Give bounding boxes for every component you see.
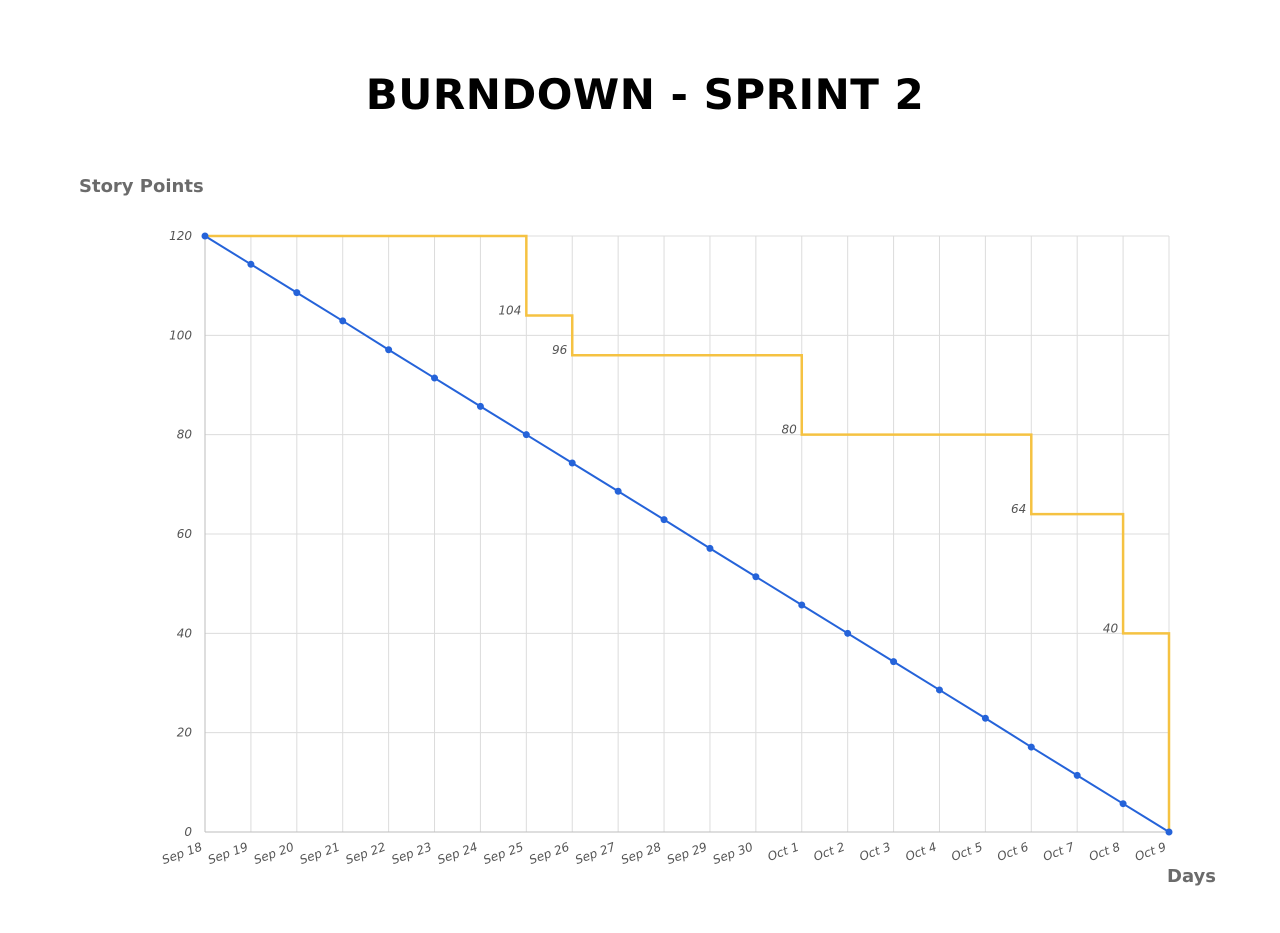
ideal-point bbox=[201, 232, 209, 240]
x-tick-label: Sep 25 bbox=[481, 840, 525, 867]
x-tick-label: Sep 21 bbox=[298, 840, 342, 867]
data-label: 80 bbox=[781, 423, 797, 437]
ideal-point bbox=[247, 260, 255, 268]
x-tick-label: Sep 22 bbox=[344, 840, 388, 867]
x-tick-label: Oct 8 bbox=[1087, 840, 1122, 864]
x-tick-label: Sep 28 bbox=[619, 840, 663, 868]
x-tick-label: Sep 23 bbox=[390, 840, 434, 867]
ideal-point bbox=[706, 544, 714, 552]
x-tick-label: Oct 1 bbox=[766, 840, 801, 864]
y-tick-label: 120 bbox=[169, 229, 192, 243]
ideal-point bbox=[293, 289, 301, 297]
y-tick-label: 60 bbox=[177, 527, 193, 541]
y-tick-label: 80 bbox=[177, 428, 193, 442]
data-label: 96 bbox=[552, 343, 568, 357]
ideal-point bbox=[844, 629, 852, 637]
y-tick-label: 20 bbox=[177, 726, 193, 740]
ideal-point bbox=[798, 601, 806, 609]
x-tick-label: Oct 6 bbox=[995, 840, 1030, 864]
ideal-point bbox=[981, 714, 989, 722]
x-tick-label: Sep 29 bbox=[665, 840, 709, 867]
x-tick-label: Sep 20 bbox=[252, 840, 296, 868]
ideal-point bbox=[385, 346, 393, 354]
ideal-point bbox=[1027, 743, 1035, 751]
y-tick-label: 40 bbox=[177, 626, 193, 640]
x-tick-label: Sep 19 bbox=[206, 840, 250, 867]
x-tick-label: Oct 3 bbox=[858, 840, 893, 864]
data-label: 104 bbox=[498, 303, 521, 317]
x-tick-label: Sep 24 bbox=[435, 840, 479, 867]
ideal-point bbox=[1165, 828, 1173, 836]
y-tick-label: 100 bbox=[169, 328, 192, 342]
ideal-point bbox=[614, 487, 622, 495]
x-tick-label: Oct 7 bbox=[1041, 840, 1076, 864]
ideal-point bbox=[522, 431, 530, 439]
chart-title: BURNDOWN - SPRINT 2 bbox=[365, 70, 925, 119]
ideal-point bbox=[431, 374, 439, 382]
ideal-point bbox=[935, 686, 943, 694]
x-tick-label: Sep 30 bbox=[711, 840, 755, 868]
ideal-point bbox=[1073, 771, 1081, 779]
x-axis-label: Days bbox=[1167, 866, 1216, 887]
x-tick-label: Oct 2 bbox=[812, 840, 847, 864]
x-tick-label: Oct 5 bbox=[949, 840, 984, 864]
ideal-point bbox=[890, 658, 898, 666]
ideal-point bbox=[476, 402, 484, 410]
x-tick-label: Sep 27 bbox=[573, 840, 617, 868]
ideal-point bbox=[339, 317, 347, 325]
ideal-point bbox=[568, 459, 576, 467]
y-tick-label: 0 bbox=[184, 825, 192, 839]
x-tick-label: Sep 18 bbox=[160, 840, 204, 868]
x-tick-label: Oct 9 bbox=[1133, 840, 1168, 864]
ideal-point bbox=[660, 516, 668, 524]
ideal-line bbox=[204, 235, 1170, 833]
y-axis-label: Story Points bbox=[79, 176, 204, 197]
data-label: 40 bbox=[1103, 621, 1119, 635]
x-tick-label: Oct 4 bbox=[903, 840, 938, 864]
data-label: 64 bbox=[1011, 502, 1026, 516]
ideal-point bbox=[752, 573, 760, 581]
remaining-step-line bbox=[205, 234, 1171, 832]
ideal-point bbox=[1119, 800, 1127, 808]
x-tick-label: Sep 26 bbox=[527, 840, 571, 868]
